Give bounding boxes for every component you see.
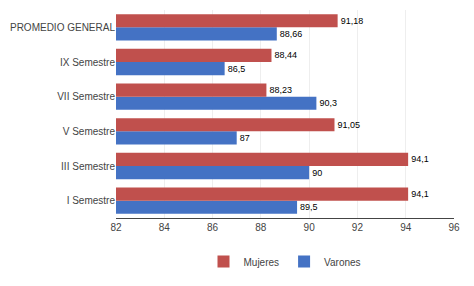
svg-text:94,1: 94,1 bbox=[411, 189, 429, 199]
svg-text:IX Semestre: IX Semestre bbox=[60, 57, 115, 68]
svg-text:86,5: 86,5 bbox=[228, 64, 246, 74]
svg-text:88,66: 88,66 bbox=[280, 29, 303, 39]
svg-text:V Semestre: V Semestre bbox=[63, 126, 116, 137]
svg-text:87: 87 bbox=[240, 133, 250, 143]
svg-text:90: 90 bbox=[304, 222, 316, 233]
svg-text:PROMEDIO GENERAL: PROMEDIO GENERAL bbox=[10, 22, 115, 33]
svg-text:84: 84 bbox=[159, 222, 171, 233]
svg-text:89,5: 89,5 bbox=[300, 202, 318, 212]
svg-text:86: 86 bbox=[207, 222, 219, 233]
svg-text:88,44: 88,44 bbox=[274, 50, 297, 60]
svg-text:91,18: 91,18 bbox=[341, 16, 364, 26]
svg-text:88: 88 bbox=[255, 222, 267, 233]
svg-text:82: 82 bbox=[110, 222, 122, 233]
svg-text:90: 90 bbox=[312, 168, 322, 178]
svg-text:Varones: Varones bbox=[324, 257, 361, 268]
svg-text:Mujeres: Mujeres bbox=[244, 257, 280, 268]
svg-text:90,3: 90,3 bbox=[319, 98, 337, 108]
svg-text:88,23: 88,23 bbox=[269, 85, 292, 95]
svg-text:I Semestre: I Semestre bbox=[67, 195, 116, 206]
svg-text:III Semestre: III Semestre bbox=[61, 161, 115, 172]
svg-text:94,1: 94,1 bbox=[411, 154, 429, 164]
svg-text:VII Semestre: VII Semestre bbox=[57, 91, 115, 102]
svg-text:96: 96 bbox=[448, 222, 460, 233]
svg-text:92: 92 bbox=[352, 222, 364, 233]
svg-text:94: 94 bbox=[400, 222, 412, 233]
svg-text:91,05: 91,05 bbox=[337, 120, 360, 130]
